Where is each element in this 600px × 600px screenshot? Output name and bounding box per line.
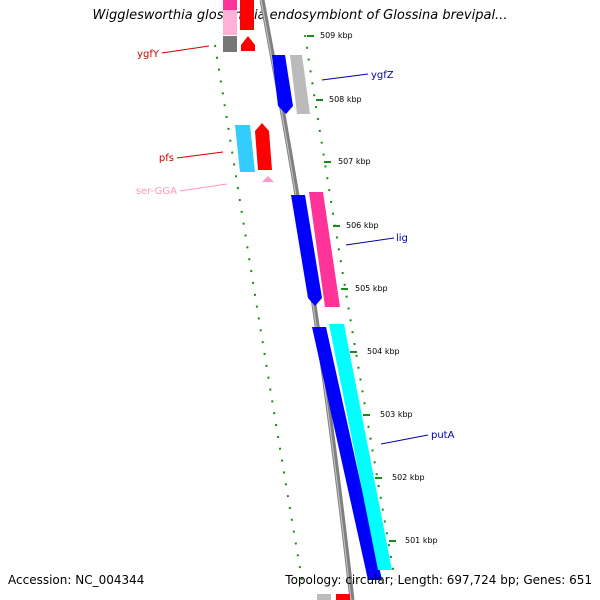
inner-dotted-guide: [214, 44, 303, 581]
gene-cyan-putA: [329, 324, 392, 570]
ygfZ-leader: [321, 73, 369, 81]
gene-blue-putA: [312, 327, 382, 580]
gene-gray-ygfZ: [290, 55, 310, 114]
gene-label-pfs: pfs: [159, 153, 174, 164]
gene-pink-top-tail: [223, 10, 237, 35]
gene-gray-ygfY: [223, 36, 237, 52]
tick-label: 501 kbp: [405, 536, 438, 545]
tick-label: 509 kbp: [320, 31, 353, 40]
outer-dotted-guide: [304, 34, 396, 581]
ser-GGA-leader: [179, 183, 228, 192]
tick-label: 502 kbp: [392, 473, 425, 482]
putA-leader: [380, 434, 429, 445]
gene-gray-bottom: [317, 594, 331, 600]
gene-lightblue-pfs: [235, 125, 255, 172]
tick-marks: [307, 35, 396, 542]
ygfY-leader: [161, 45, 210, 54]
gene-label-ygfY: ygfY: [137, 49, 160, 60]
tick-label: 506 kbp: [346, 221, 379, 230]
tick-label: 505 kbp: [355, 284, 388, 293]
lig-leader: [345, 237, 395, 246]
gene-label-putA: putA: [431, 430, 455, 441]
gene-label-ser-GGA: ser-GGA: [136, 186, 177, 197]
accession-label: Accession: NC_004344: [8, 573, 145, 587]
gene-red-bottom: [336, 594, 350, 600]
gene-red-top: [240, 0, 254, 30]
tick-label: 507 kbp: [338, 157, 371, 166]
tick-label: 508 kbp: [329, 95, 362, 104]
gene-blue-ygfZ: [272, 55, 293, 114]
tick-label: 503 kbp: [380, 410, 413, 419]
pfs-leader: [176, 151, 224, 159]
trna-ser-GGA: [262, 176, 274, 182]
tick-label: 504 kbp: [367, 347, 400, 356]
gene-red-ygfY: [241, 36, 255, 51]
gene-red-pfs: [255, 123, 272, 170]
genome-summary: Topology: circular; Length: 697,724 bp; …: [285, 573, 592, 587]
gene-pink-top: [223, 0, 237, 10]
gene-blue-lig: [291, 195, 322, 306]
gene-pink-lig: [309, 192, 340, 307]
gene-label-ygfZ: ygfZ: [371, 70, 394, 81]
map-title: Wigglesworthia glossinidia endosymbiont …: [92, 8, 508, 23]
gene-label-lig: lig: [396, 233, 408, 244]
